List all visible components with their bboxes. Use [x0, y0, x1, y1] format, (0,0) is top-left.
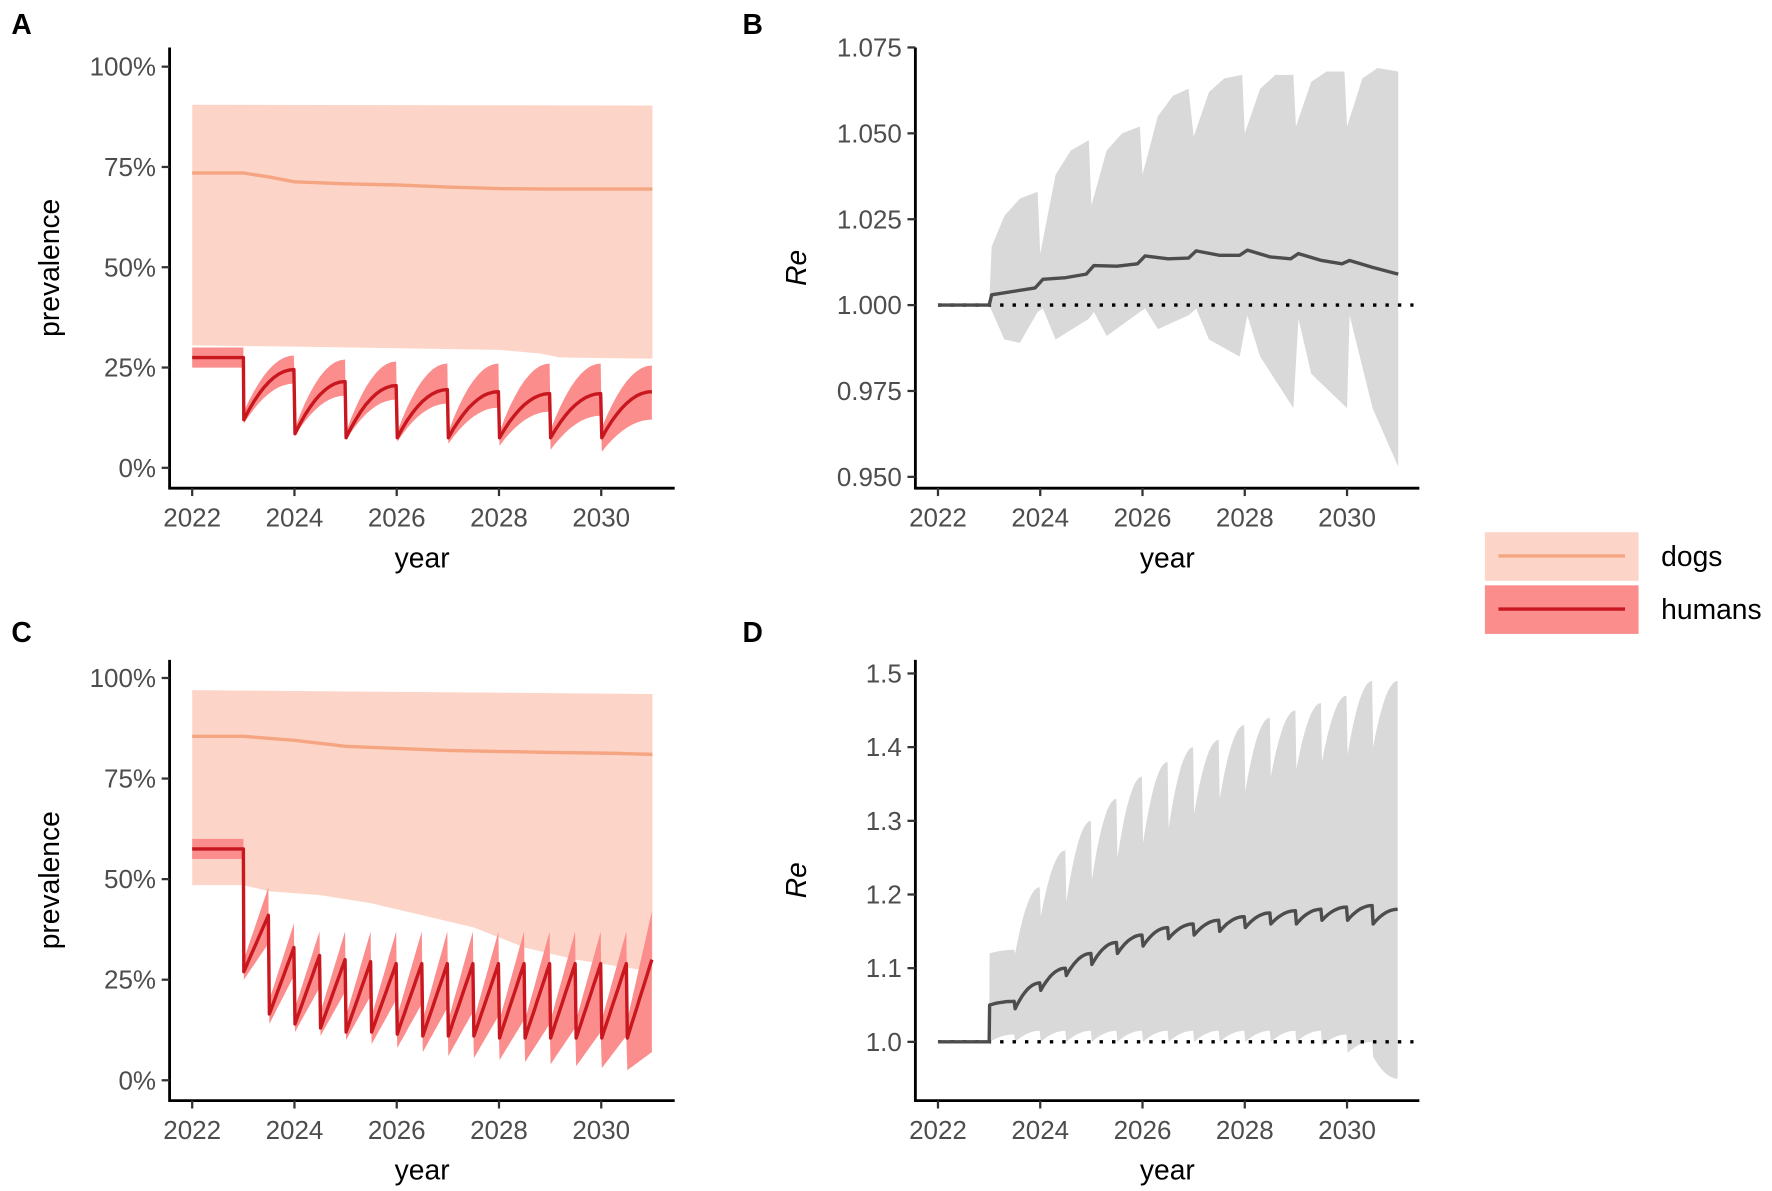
legend: dogs humans — [1484, 532, 1762, 634]
panel-b: 2022 2024 2026 2028 2030 0.950 0.975 1.000 1.025… — [780, 32, 1420, 573]
y-tick-label: 1.000 — [837, 290, 902, 320]
y-tick-label: 1.2 — [866, 880, 902, 910]
x-tick-label: 2024 — [1011, 503, 1069, 533]
x-tick-label: 2026 — [1114, 1115, 1172, 1145]
y-tick-label: 1.5 — [866, 659, 902, 689]
x-tick-label: 2024 — [266, 1115, 324, 1145]
y-tick-label: 50% — [104, 864, 156, 894]
y-tick-label: 0% — [118, 453, 156, 483]
y-tick-label: 1.4 — [866, 732, 902, 762]
panel-label-b: B — [742, 8, 762, 40]
re-median-line — [937, 248, 1399, 307]
legend-dogs-label: dogs — [1661, 540, 1722, 572]
y-axis-title: prevalence — [33, 811, 65, 949]
y-tick-label: 100% — [90, 52, 156, 82]
x-tick-label: 2026 — [368, 503, 426, 533]
y-tick-label: 100% — [90, 663, 156, 693]
humans-ribbon — [192, 838, 652, 1071]
humans-median-line — [192, 847, 654, 1040]
re-ribbon — [937, 68, 1399, 467]
y-tick-label: 1.075 — [837, 32, 902, 62]
x-tick-label: 2028 — [1216, 1115, 1274, 1145]
y-tick-label: 0% — [118, 1065, 156, 1095]
x-tick-label: 2026 — [1114, 503, 1172, 533]
y-axis-title: Re — [780, 250, 812, 286]
y-axis-title: prevalence — [33, 199, 65, 337]
x-tick-label: 2026 — [368, 1115, 426, 1145]
x-tick-label: 2030 — [572, 503, 630, 533]
y-tick-label: 1.050 — [837, 118, 902, 148]
dogs-median-line — [192, 171, 653, 191]
panel-a: 2022 2024 2026 2028 2030 0% 25% 50% 75% 100% year p… — [33, 47, 675, 573]
y-tick-label: 1.025 — [837, 204, 902, 234]
x-tick-label: 2022 — [163, 503, 221, 533]
panel-c: 2022 2024 2026 2028 2030 0% 25% 50% 75% 100% year p… — [33, 659, 675, 1186]
humans-median-line — [192, 355, 653, 440]
y-tick-label: 75% — [104, 152, 156, 182]
x-axis-title: year — [1140, 1154, 1195, 1186]
x-tick-label: 2024 — [1011, 1115, 1069, 1145]
panel-d: 2022 2024 2026 2028 2030 1.0 1.1 1.2 1.3 1.4 1.5 ye… — [780, 659, 1420, 1186]
x-tick-label: 2030 — [1318, 503, 1376, 533]
x-axis-title: year — [395, 1154, 450, 1186]
re-ribbon — [937, 680, 1398, 1079]
y-tick-label: 25% — [104, 965, 156, 995]
y-tick-label: 1.1 — [866, 953, 902, 983]
legend-humans-label: humans — [1661, 593, 1761, 625]
x-tick-label: 2022 — [909, 503, 967, 533]
re-median-line — [937, 903, 1398, 1044]
y-tick-label: 50% — [104, 252, 156, 282]
x-axis-title: year — [395, 541, 450, 573]
x-tick-label: 2028 — [470, 503, 528, 533]
dogs-median-line — [192, 734, 653, 757]
x-axis-title: year — [1140, 541, 1195, 573]
y-tick-label: 1.0 — [866, 1027, 902, 1057]
x-tick-label: 2024 — [266, 503, 324, 533]
y-axis-title: Re — [780, 862, 812, 898]
y-tick-label: 75% — [104, 764, 156, 794]
y-tick-label: 0.975 — [837, 376, 902, 406]
x-tick-label: 2028 — [1216, 503, 1274, 533]
y-tick-label: 25% — [104, 353, 156, 383]
panel-label-d: D — [742, 616, 762, 648]
x-tick-label: 2022 — [163, 1115, 221, 1145]
x-tick-label: 2022 — [909, 1115, 967, 1145]
panel-label-a: A — [11, 8, 31, 40]
x-tick-label: 2028 — [470, 1115, 528, 1145]
panel-label-c: C — [11, 616, 31, 648]
y-tick-label: 1.3 — [866, 806, 902, 836]
x-tick-label: 2030 — [572, 1115, 630, 1145]
dogs-ribbon — [192, 690, 653, 972]
y-tick-label: 0.950 — [837, 462, 902, 492]
x-tick-label: 2030 — [1318, 1115, 1376, 1145]
dogs-ribbon — [192, 104, 653, 359]
